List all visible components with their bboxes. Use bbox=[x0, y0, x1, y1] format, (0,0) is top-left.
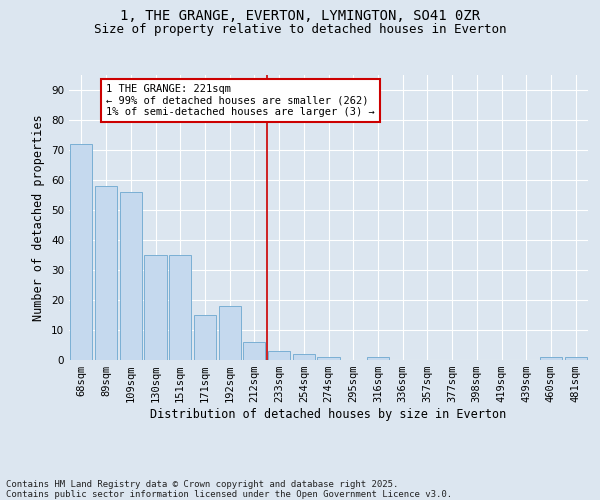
Y-axis label: Number of detached properties: Number of detached properties bbox=[32, 114, 46, 321]
Bar bbox=[194, 315, 216, 360]
Text: Contains HM Land Registry data © Crown copyright and database right 2025.
Contai: Contains HM Land Registry data © Crown c… bbox=[6, 480, 452, 499]
Bar bbox=[540, 357, 562, 360]
Bar bbox=[367, 357, 389, 360]
Bar bbox=[169, 255, 191, 360]
Bar bbox=[95, 186, 117, 360]
Text: 1 THE GRANGE: 221sqm
← 99% of detached houses are smaller (262)
1% of semi-detac: 1 THE GRANGE: 221sqm ← 99% of detached h… bbox=[106, 84, 375, 117]
Bar bbox=[293, 354, 315, 360]
Text: Size of property relative to detached houses in Everton: Size of property relative to detached ho… bbox=[94, 23, 506, 36]
Bar bbox=[119, 192, 142, 360]
Bar bbox=[70, 144, 92, 360]
X-axis label: Distribution of detached houses by size in Everton: Distribution of detached houses by size … bbox=[151, 408, 506, 421]
Bar bbox=[317, 357, 340, 360]
Bar bbox=[268, 351, 290, 360]
Bar bbox=[145, 255, 167, 360]
Bar bbox=[218, 306, 241, 360]
Bar bbox=[243, 342, 265, 360]
Bar bbox=[565, 357, 587, 360]
Text: 1, THE GRANGE, EVERTON, LYMINGTON, SO41 0ZR: 1, THE GRANGE, EVERTON, LYMINGTON, SO41 … bbox=[120, 9, 480, 23]
